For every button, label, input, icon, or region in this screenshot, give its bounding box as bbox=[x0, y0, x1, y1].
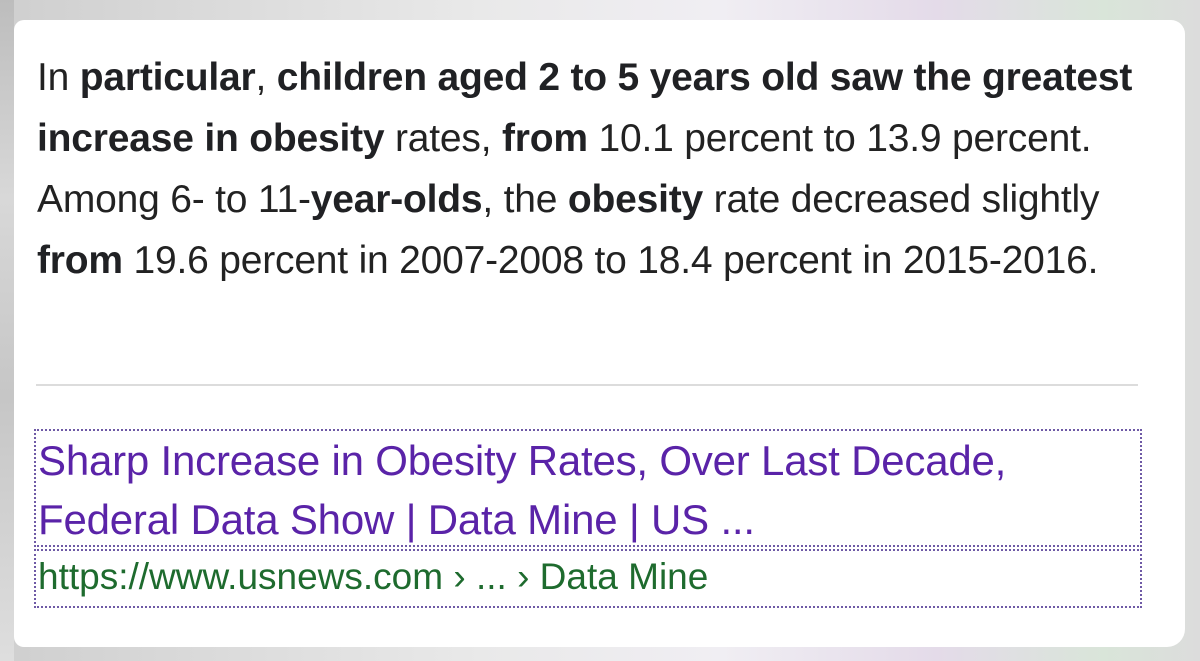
snippet-segment: rates, bbox=[384, 117, 502, 160]
snippet-highlight: from bbox=[37, 239, 123, 282]
snippet-segment: rate decreased slightly bbox=[703, 178, 1100, 221]
result-title-link[interactable]: Sharp Increase in Obesity Rates, Over La… bbox=[34, 429, 1142, 547]
snippet-highlight: from bbox=[501, 117, 588, 160]
snippet-segment: In bbox=[37, 56, 80, 99]
snippet-segment: 10.1 percent to 13.9 percent. Among 6- t… bbox=[37, 117, 1092, 221]
result-title-line: Federal Data Show | Data Mine | US ... bbox=[38, 496, 755, 543]
featured-snippet-card: In particular, children aged 2 to 5 year… bbox=[14, 20, 1185, 647]
snippet-segment: 19.6 percent in 2007-2008 to 18.4 percen… bbox=[122, 239, 1099, 282]
section-divider bbox=[36, 384, 1138, 386]
result-url-breadcrumb[interactable]: https://www.usnews.com › ... › Data Mine bbox=[34, 549, 1142, 608]
result-title-line: Sharp Increase in Obesity Rates, Over La… bbox=[38, 437, 1007, 484]
snippet-text: In particular, children aged 2 to 5 year… bbox=[37, 47, 1147, 291]
snippet-segment: , bbox=[255, 56, 277, 99]
background-edge bbox=[0, 0, 14, 661]
snippet-highlight: children aged 2 to 5 years old saw the g… bbox=[37, 56, 1133, 160]
snippet-highlight: obesity bbox=[567, 178, 704, 221]
snippet-highlight: year-olds bbox=[310, 178, 483, 221]
snippet-highlight: particular bbox=[79, 56, 256, 99]
snippet-segment: , the bbox=[482, 178, 568, 221]
